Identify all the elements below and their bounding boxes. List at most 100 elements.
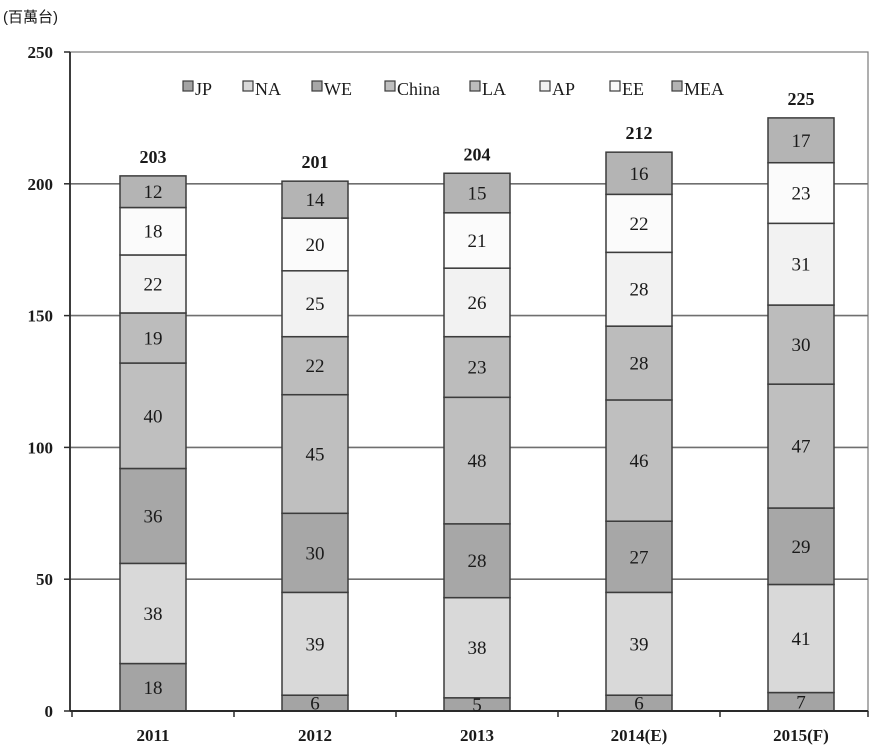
data-label: 45: [306, 444, 325, 465]
data-label: 30: [792, 335, 811, 356]
legend-item-na: NA: [242, 79, 281, 99]
legend-marker: [311, 80, 323, 92]
data-label: 38: [468, 638, 487, 659]
bar-segment-ee: [443, 212, 511, 269]
bar-segment-jp: [119, 662, 187, 712]
data-label: 39: [630, 634, 649, 655]
axes: [64, 51, 869, 717]
data-label: 12: [144, 182, 163, 203]
data-label: 20: [306, 235, 325, 256]
bar-segment-ee: [281, 217, 349, 272]
data-label: 48: [468, 451, 487, 472]
legend-item-china: China: [384, 79, 440, 99]
data-label: 17: [792, 131, 811, 152]
y-axis-unit-label: (百萬台): [3, 9, 58, 26]
x-tick-label: 2012: [298, 726, 332, 745]
y-tick-label: 100: [28, 438, 54, 457]
legend-marker: [609, 80, 621, 92]
data-label: 23: [468, 358, 487, 379]
x-tick-label: 2015(F): [773, 726, 829, 745]
total-label: 203: [140, 147, 167, 167]
bar-segment-we: [443, 523, 511, 599]
y-tick-label: 200: [28, 175, 54, 194]
data-label: 29: [792, 537, 811, 558]
bar-segment-la: [443, 335, 511, 399]
y-tick-label: 150: [28, 307, 54, 326]
data-label: 22: [144, 274, 163, 295]
legend-item-ee: EE: [609, 79, 644, 99]
legend-label: LA: [482, 79, 506, 99]
data-label: 18: [144, 222, 163, 243]
legend-marker: [384, 80, 396, 92]
bar-segment-ap: [443, 267, 511, 338]
data-label: 26: [468, 293, 487, 314]
total-label: 225: [788, 89, 815, 109]
data-label: 6: [310, 694, 320, 715]
legend-label: JP: [195, 79, 212, 99]
bar-segment-we: [605, 520, 673, 594]
data-label: 31: [792, 255, 811, 276]
legend-item-jp: JP: [182, 79, 212, 99]
bar-segment-ap: [119, 254, 187, 314]
legend-marker: [671, 80, 683, 92]
bar-segment-ap: [767, 222, 835, 306]
data-label: 14: [306, 190, 326, 211]
data-label: 46: [630, 451, 649, 472]
data-label: 25: [306, 294, 325, 315]
data-label: 28: [630, 280, 649, 301]
bar-segment-china: [767, 383, 835, 509]
bar-segment-mea: [605, 151, 673, 196]
bar-segment-china: [119, 362, 187, 470]
data-label: 22: [306, 356, 325, 377]
data-label: 40: [144, 406, 163, 427]
total-label: 204: [464, 144, 491, 164]
legend: JP NA WE China LA AP EE MEA: [182, 79, 724, 99]
data-label: 36: [144, 506, 163, 527]
bar-segment-ee: [605, 193, 673, 254]
x-tick-label: 2014(E): [611, 726, 668, 745]
data-label: 38: [144, 604, 163, 625]
legend-label: WE: [324, 79, 352, 99]
data-label: 6: [634, 694, 644, 715]
legend-label: China: [397, 79, 440, 99]
labels: 1838364019221812203201163930452225201420…: [28, 43, 829, 745]
data-label: 41: [792, 629, 811, 650]
legend-item-mea: MEA: [671, 79, 724, 99]
total-label: 201: [302, 152, 329, 172]
data-label: 39: [306, 634, 325, 655]
x-tick-label: 2011: [136, 726, 169, 745]
bar-segment-china: [605, 399, 673, 522]
legend-marker: [242, 80, 254, 92]
total-label: 212: [626, 123, 653, 143]
data-label: 16: [630, 164, 649, 185]
legend-item-ap: AP: [539, 79, 575, 99]
data-label: 21: [468, 231, 487, 252]
legend-marker: [469, 80, 481, 92]
x-tick-label: 2013: [460, 726, 494, 745]
data-label: 23: [792, 184, 811, 205]
legend-label: AP: [552, 79, 575, 99]
bar-segment-we: [767, 507, 835, 586]
bar-segment-china: [281, 393, 349, 515]
bar-segment-ap: [605, 251, 673, 327]
y-tick-label: 250: [28, 43, 54, 62]
legend-item-la: LA: [469, 79, 506, 99]
data-label: 27: [630, 547, 649, 568]
bar-segment-la: [281, 335, 349, 396]
data-label: 18: [144, 678, 163, 699]
bar-segment-ee: [119, 206, 187, 256]
bar-segment-na: [443, 596, 511, 699]
legend-marker: [539, 80, 551, 92]
legend-label: EE: [622, 79, 644, 99]
legend-item-we: WE: [311, 79, 352, 99]
data-label: 5: [472, 695, 482, 716]
data-label: 28: [468, 551, 487, 572]
bars: [119, 117, 835, 712]
bar-segment-mea: [443, 172, 511, 214]
legend-marker: [182, 80, 194, 92]
data-label: 22: [630, 214, 649, 235]
bar-segment-mea: [281, 180, 349, 219]
data-label: 47: [792, 437, 811, 458]
